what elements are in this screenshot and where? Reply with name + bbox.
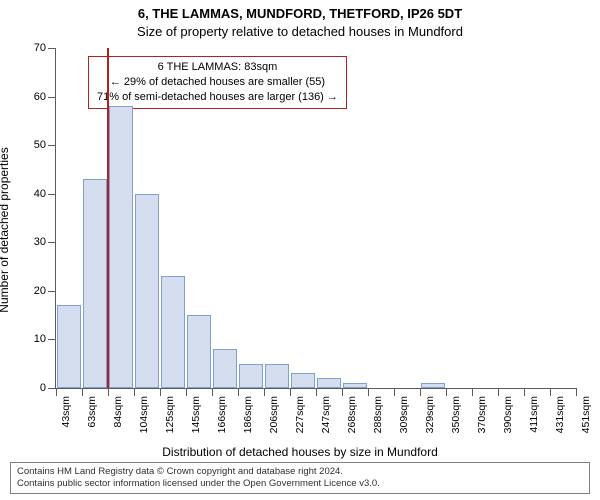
x-tick — [212, 388, 213, 396]
x-tick-label: 145sqm — [190, 396, 202, 433]
reference-line — [107, 48, 109, 388]
x-tick — [134, 388, 135, 396]
attribution-line-1: Contains HM Land Registry data © Crown c… — [17, 466, 583, 478]
x-tick-label: 329sqm — [424, 396, 436, 433]
y-tick — [48, 145, 56, 146]
x-tick — [342, 388, 343, 396]
figure-subtitle: Size of property relative to detached ho… — [0, 24, 600, 39]
y-tick-label: 60 — [34, 91, 46, 103]
x-tick — [82, 388, 83, 396]
attribution-box: Contains HM Land Registry data © Crown c… — [10, 462, 590, 494]
x-tick-label: 247sqm — [320, 396, 332, 433]
histogram-bar — [161, 276, 186, 388]
y-tick-label: 20 — [34, 285, 46, 297]
x-tick-label: 411sqm — [528, 396, 540, 433]
y-tick-label: 10 — [34, 333, 46, 345]
x-tick — [576, 388, 577, 396]
x-tick-label: 43sqm — [60, 396, 72, 428]
x-tick-label: 350sqm — [450, 396, 462, 433]
histogram-bar — [135, 194, 160, 388]
x-tick — [498, 388, 499, 396]
x-tick-label: 104sqm — [138, 396, 150, 433]
x-tick-label: 268sqm — [346, 396, 358, 433]
y-tick-label: 0 — [40, 382, 46, 394]
histogram-bar — [239, 364, 264, 388]
y-tick — [48, 388, 56, 389]
x-tick — [264, 388, 265, 396]
x-tick-label: 186sqm — [242, 396, 254, 433]
y-tick-label: 70 — [34, 42, 46, 54]
plot-area: 6 THE LAMMAS: 83sqm ← 29% of detached ho… — [55, 48, 576, 389]
histogram-bar — [291, 373, 316, 388]
figure-title-address: 6, THE LAMMAS, MUNDFORD, THETFORD, IP26 … — [0, 6, 600, 21]
x-tick-label: 370sqm — [476, 396, 488, 433]
callout-line-2: ← 29% of detached houses are smaller (55… — [97, 75, 338, 90]
x-tick-label: 84sqm — [112, 396, 124, 428]
x-tick — [238, 388, 239, 396]
x-tick-label: 288sqm — [372, 396, 384, 433]
x-tick — [524, 388, 525, 396]
callout-line-3: 71% of semi-detached houses are larger (… — [97, 90, 338, 105]
y-tick — [48, 97, 56, 98]
x-tick — [446, 388, 447, 396]
attribution-line-2: Contains public sector information licen… — [17, 478, 583, 490]
y-tick — [48, 48, 56, 49]
y-tick — [48, 242, 56, 243]
callout-line-1: 6 THE LAMMAS: 83sqm — [97, 60, 338, 75]
x-tick-label: 206sqm — [268, 396, 280, 433]
x-tick — [394, 388, 395, 396]
x-axis-label: Distribution of detached houses by size … — [0, 445, 600, 459]
histogram-bar — [317, 378, 342, 388]
x-tick-label: 166sqm — [216, 396, 228, 433]
histogram-bar — [265, 364, 290, 388]
x-tick — [472, 388, 473, 396]
y-tick-label: 50 — [34, 139, 46, 151]
x-tick — [108, 388, 109, 396]
y-tick — [48, 291, 56, 292]
x-tick-label: 451sqm — [580, 396, 592, 433]
x-tick-label: 227sqm — [294, 396, 306, 433]
histogram-bar — [109, 106, 134, 388]
histogram-bar — [213, 349, 238, 388]
x-tick-label: 309sqm — [398, 396, 410, 433]
y-tick — [48, 339, 56, 340]
y-tick-label: 30 — [34, 236, 46, 248]
x-tick-label: 63sqm — [86, 396, 98, 428]
callout-box: 6 THE LAMMAS: 83sqm ← 29% of detached ho… — [88, 56, 347, 109]
x-tick — [316, 388, 317, 396]
x-tick — [160, 388, 161, 396]
x-tick — [290, 388, 291, 396]
x-tick — [550, 388, 551, 396]
x-tick-label: 431sqm — [554, 396, 566, 433]
histogram-bar — [187, 315, 212, 388]
y-tick-label: 40 — [34, 188, 46, 200]
histogram-bar — [343, 383, 368, 388]
x-tick-label: 125sqm — [164, 396, 176, 433]
y-tick — [48, 194, 56, 195]
x-tick — [368, 388, 369, 396]
x-tick — [186, 388, 187, 396]
histogram-bar — [83, 179, 108, 388]
histogram-bar — [57, 305, 82, 388]
figure-root: 6, THE LAMMAS, MUNDFORD, THETFORD, IP26 … — [0, 0, 600, 500]
histogram-bar — [421, 383, 446, 388]
x-tick — [420, 388, 421, 396]
x-tick-label: 390sqm — [502, 396, 514, 433]
x-tick — [56, 388, 57, 396]
